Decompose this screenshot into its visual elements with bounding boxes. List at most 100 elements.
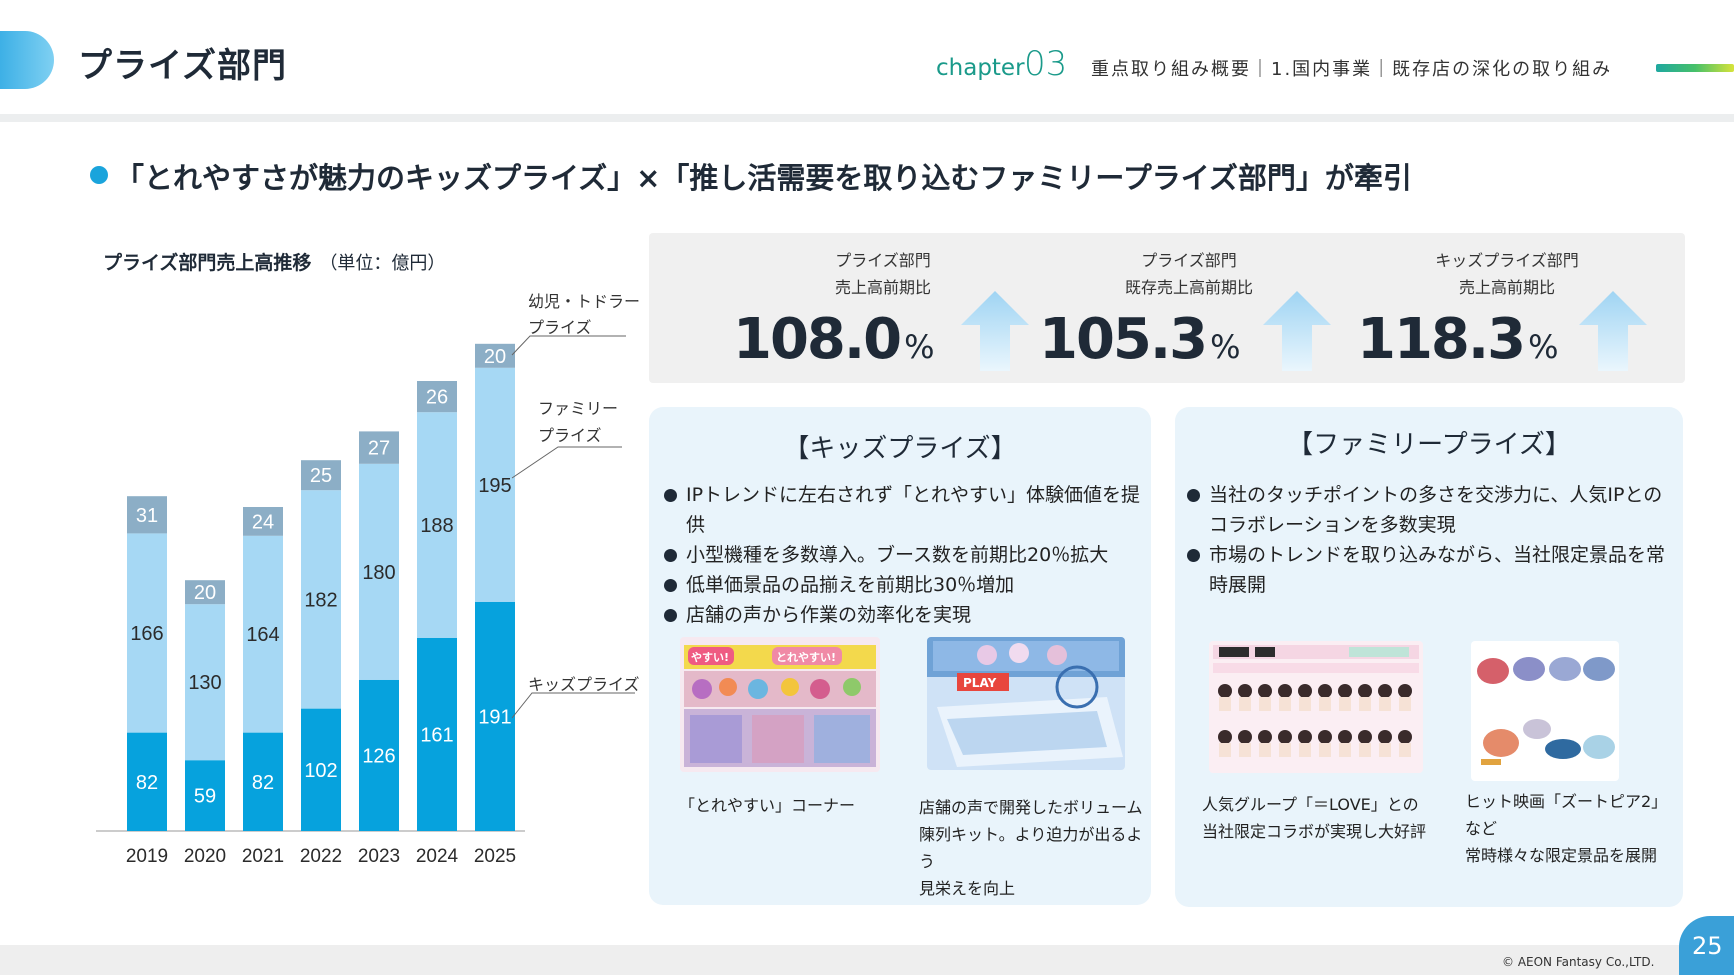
bar-segment [243,507,283,536]
bar-segment [185,760,225,831]
zootopia2-prizes-photo [1471,641,1619,781]
kpi-panel: プライズ部門 売上高前期比 108.0% プライズ部門 既存売上高前期比 105… [649,233,1685,383]
bar-value-label: 188 [420,515,453,537]
kids-bullet-list: IPトレンドに左右されず「とれやすい」体験価値を提供 小型機種を多数導入。ブース… [664,480,1144,630]
kids-bullet: 低単価景品の品揃えを前期比30％増加 [664,570,1144,600]
kpi-label-line1: キッズプライズ部門 [1435,251,1579,270]
x-tick-label: 2020 [184,846,226,867]
kpi-number: 118.3 [1357,307,1526,372]
bar-value-label: 26 [426,387,448,409]
legend-leader-toddler [511,335,626,356]
bar-segment [417,637,457,831]
bar-value-label: 82 [252,772,274,794]
kids-caption-1: 「とれやすい」コーナー [679,796,856,815]
bar-segment [359,431,399,464]
up-arrow-icon [961,291,1029,371]
kpi-unit: % [1528,328,1559,366]
caption-line: 常時様々な限定景品を展開 [1465,846,1658,865]
bar-value-label: 59 [194,786,216,808]
caption-line: 当社限定コラボが実現し大好評 [1202,822,1427,841]
kpi-unit: % [904,328,935,366]
kpi-label-line1: プライズ部門 [835,251,931,270]
bar-segment [301,460,341,491]
toreyasui-corner-photo: やすい! とれやすい! [680,637,880,772]
kpi-prize-existing-sales: プライズ部門 既存売上高前期比 105.3% [1039,247,1339,372]
family-card-title: 【ファミリープライズ】 [1287,430,1571,460]
bar-segment [475,343,515,368]
bar-segment [243,732,283,831]
bar-segment [301,490,341,709]
bar-value-label: 20 [484,346,506,368]
kpi-number: 105.3 [1039,307,1208,372]
sales-stacked-bar-chart: 8216631201959130202020821642420211021822… [96,292,640,867]
x-tick-label: 2021 [242,846,284,867]
x-tick-label: 2024 [416,846,459,867]
up-arrow-icon [1579,291,1647,371]
chart-title: プライズ部門売上高推移 （単位：億円） [103,248,445,275]
headline-bullet-icon [90,166,108,184]
volume-display-kit-photo: PLAY [927,637,1125,770]
header-accent-tab [0,31,54,89]
kpi-label-line2: 既存売上高前期比 [1124,278,1253,297]
caption-line: 店舗の声で開発したボリューム [919,798,1143,817]
bar-segment [301,708,341,831]
bar-segment [185,604,225,761]
bar-segment [475,367,515,602]
x-tick-label: 2022 [300,846,342,867]
x-tick-label: 2025 [474,846,516,867]
bar-segment [127,496,167,534]
bar-value-label: 130 [188,672,221,694]
breadcrumb: 重点取り組み概要｜1.国内事業｜既存店の深化の取り組み [1091,59,1613,80]
family-caption-2: ヒット映画「ズートピア2」など 常時様々な限定景品を展開 [1465,788,1683,869]
kids-bullet: 店舗の声から作業の効率化を実現 [664,600,1144,630]
bar-value-label: 20 [194,582,216,604]
header-gradient-line [1656,64,1734,72]
caption-line: ヒット映画「ズートピア2」など [1465,792,1668,838]
bar-value-label: 164 [246,624,279,646]
bar-value-label: 24 [252,511,274,533]
kpi-label-line2: 売上高前期比 [834,278,931,297]
kpi-number: 108.0 [733,307,902,372]
bar-value-label: 31 [136,505,158,527]
legend-label-toddler-2: プライズ [528,318,592,337]
legend-leader-kids [511,692,635,719]
bar-value-label: 180 [362,562,395,584]
page-number: 25 [1692,932,1723,960]
kpi-label-line2: 売上高前期比 [1458,278,1555,297]
bar-segment [243,535,283,733]
bar-value-label: 82 [136,772,158,794]
page-number-badge [1679,916,1734,975]
bar-value-label: 166 [130,623,163,645]
chapter-label: chapter [936,55,1025,81]
chapter-number: 03 [1024,44,1068,84]
legend-label-kids: キッズプライズ [528,675,640,694]
svg-text:やすい!: やすい! [691,651,729,664]
caption-line: 見栄えを向上 [919,879,1016,898]
family-bullet: 市場のトレンドを取り込みながら、当社限定景品を常時展開 [1187,540,1669,600]
kids-card-title: 【キッズプライズ】 [783,434,1017,464]
kpi-label-line1: プライズ部門 [1141,251,1237,270]
x-tick-label: 2019 [126,846,168,867]
family-bullet-list: 当社のタッチポイントの多さを交渉力に、人気IPとのコラボレーションを多数実現 市… [1187,480,1669,600]
kpi-value: 108.0% [733,307,935,372]
bar-value-label: 195 [478,475,511,497]
bar-value-label: 191 [478,706,511,728]
love-collab-photo [1209,641,1423,773]
chart-unit: （単位：億円） [319,253,446,274]
bar-value-label: 27 [368,438,390,460]
headline: 「とれやすさが魅力のキッズプライズ」×「推し活需要を取り込むファミリープライズ部… [115,161,1412,195]
kids-prize-card: 【キッズプライズ】 IPトレンドに左右されず「とれやすい」体験価値を提供 小型機… [649,407,1151,905]
up-arrow-icon [1263,291,1331,371]
family-prize-card: 【ファミリープライズ】 当社のタッチポイントの多さを交渉力に、人気IPとのコラボ… [1175,407,1683,907]
bar-value-label: 25 [310,465,332,487]
legend-label-family-2: プライズ [538,426,602,445]
bar-segment [127,533,167,733]
bar-value-label: 126 [362,745,395,767]
family-bullet: 当社のタッチポイントの多さを交渉力に、人気IPとのコラボレーションを多数実現 [1187,480,1669,540]
kids-bullet: IPトレンドに左右されず「とれやすい」体験価値を提供 [664,480,1144,540]
kpi-unit: % [1210,328,1241,366]
bar-value-label: 182 [304,589,337,611]
kpi-kids-prize-sales: キッズプライズ部門 売上高前期比 118.3% [1357,247,1657,372]
kids-caption-2: 店舗の声で開発したボリューム 陳列キット。より迫力が出るよう 見栄えを向上 [919,794,1151,902]
bar-segment [359,679,399,831]
